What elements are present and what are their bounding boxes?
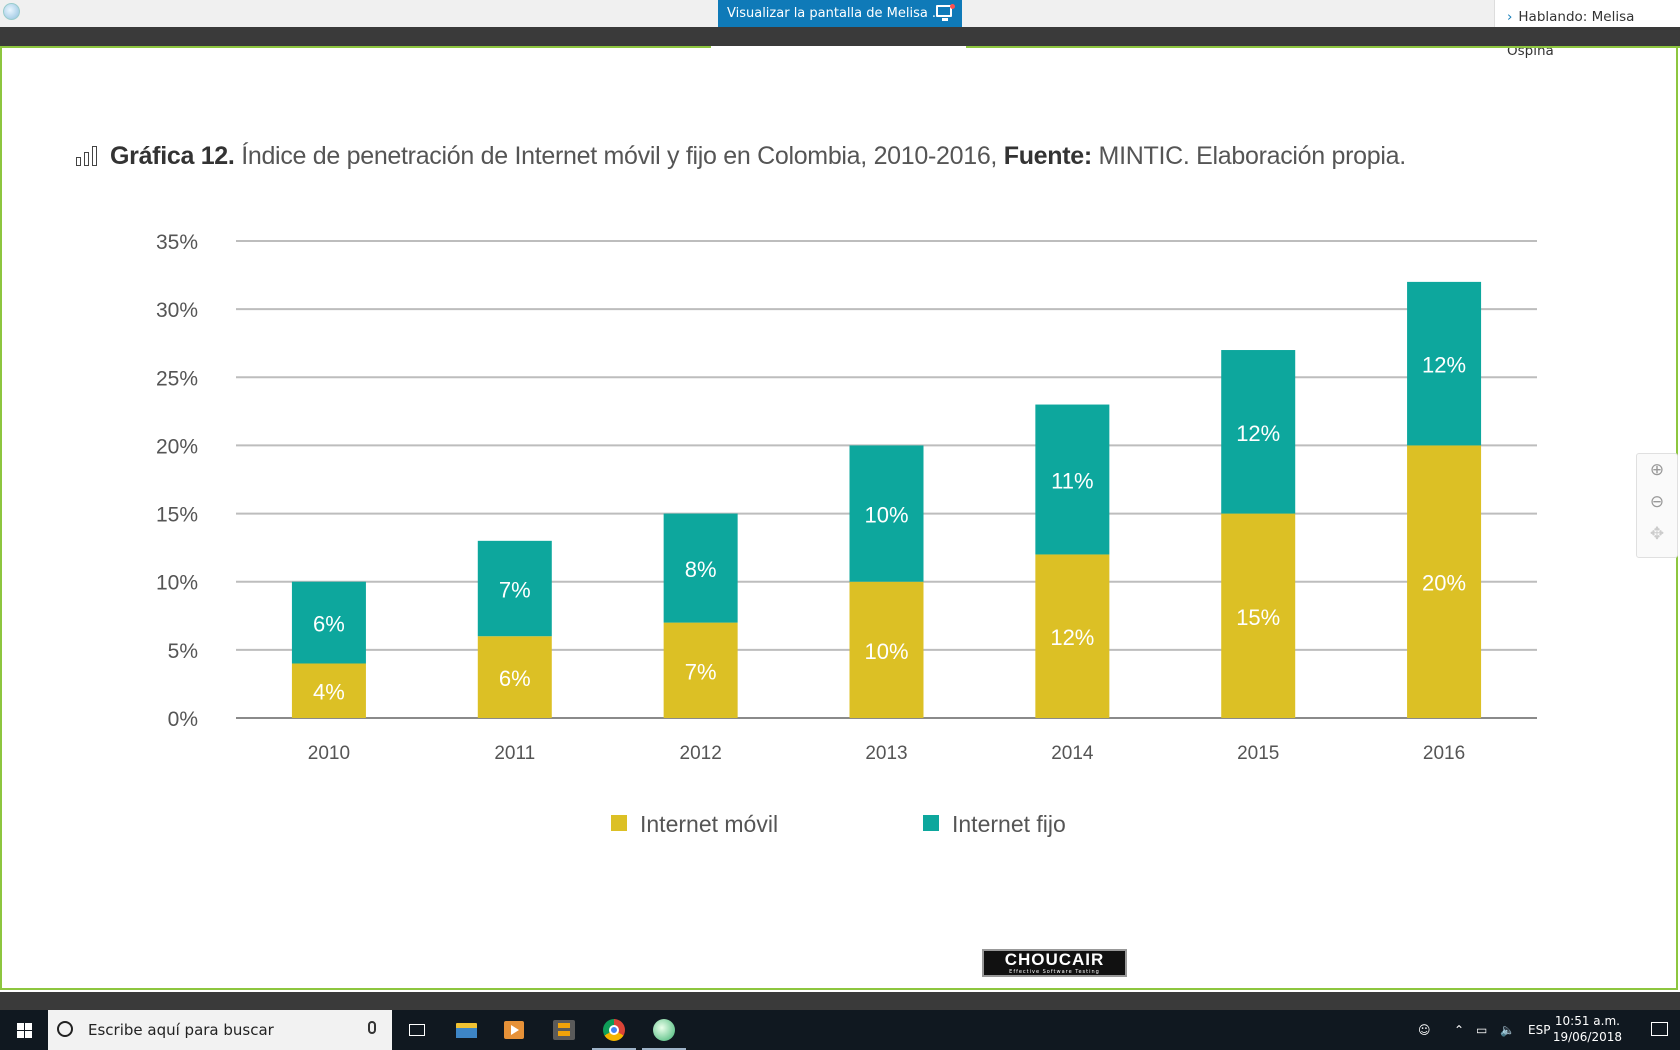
bar-segment-fijo xyxy=(1221,350,1296,514)
screen-share-label: Visualizar la pantalla de Melisa ... xyxy=(727,6,945,21)
recording-dot-icon xyxy=(950,4,955,9)
legend-label: Internet fijo xyxy=(952,811,1066,837)
tray-expand-icon[interactable]: ⌃ xyxy=(1454,1023,1465,1037)
data-label: 6% xyxy=(499,666,531,691)
y-tick-label: 15% xyxy=(156,504,198,527)
file-explorer-icon[interactable] xyxy=(452,1016,480,1044)
bar-segment-movil xyxy=(477,636,552,718)
data-label: 11% xyxy=(1051,469,1093,494)
bar-segment-movil xyxy=(849,581,924,718)
data-label: 15% xyxy=(1236,605,1280,630)
title-source: MINTIC. Elaboración propia. xyxy=(1091,142,1407,170)
viewer-header-bar xyxy=(0,27,1680,46)
network-icon[interactable]: ▭ xyxy=(1476,1023,1488,1037)
x-tick-label: 2012 xyxy=(680,743,722,764)
choucair-logo: CHOUCAIR Effective Software Testing xyxy=(982,949,1127,977)
clock-date: 19/06/2018 xyxy=(1552,1030,1622,1044)
zoom-in-icon[interactable]: ⊕ xyxy=(1649,460,1665,480)
meeting-app-icon[interactable] xyxy=(642,1016,686,1050)
data-label: 10% xyxy=(864,639,908,664)
data-label: 12% xyxy=(1422,353,1466,378)
media-player-icon[interactable] xyxy=(500,1016,528,1044)
frame-top-border-right xyxy=(966,46,1680,48)
bar-segment-movil xyxy=(663,622,738,718)
y-tick-label: 10% xyxy=(156,572,198,595)
windows-start-icon[interactable] xyxy=(0,1010,48,1050)
title-source-label: Fuente: xyxy=(1003,142,1092,170)
x-tick-label: 2015 xyxy=(1237,743,1279,764)
bar-segment-fijo xyxy=(291,581,366,664)
stacked-bar-chart: 0% 5% 10% 15% 20% 25% 30% 35% 4% 6% 2010 6% 7% 2011 7%… xyxy=(156,231,1537,837)
y-tick-label: 25% xyxy=(156,367,198,390)
data-label: 20% xyxy=(1422,571,1466,596)
volume-icon[interactable]: 🔈 xyxy=(1500,1023,1515,1037)
frame-top-border-left xyxy=(0,46,711,48)
chart-title: Gráfica 12. Índice de penetración de Int… xyxy=(76,142,1406,171)
y-tick-label: 5% xyxy=(168,640,198,663)
bar-segment-movil xyxy=(1035,554,1110,718)
zoom-out-icon[interactable]: ⊖ xyxy=(1649,492,1665,512)
data-label: 6% xyxy=(313,612,345,637)
viewer-footer-bar xyxy=(0,992,1680,1010)
data-label: 12% xyxy=(1050,625,1094,650)
bar-segment-fijo xyxy=(1407,281,1482,446)
data-label: 10% xyxy=(864,503,908,528)
x-tick-label: 2013 xyxy=(865,743,907,764)
taskbar-search-input[interactable]: Escribe aquí para buscar xyxy=(48,1010,392,1050)
x-tick-label: 2014 xyxy=(1051,743,1094,764)
microphone-icon[interactable] xyxy=(368,1021,376,1034)
bar-segment-movil xyxy=(1221,513,1296,718)
y-tick-label: 30% xyxy=(156,299,198,322)
data-label: 4% xyxy=(313,680,345,705)
clock-time: 10:51 a.m. xyxy=(1554,1014,1620,1028)
task-view-icon[interactable] xyxy=(404,1016,432,1044)
data-label: 7% xyxy=(685,659,717,684)
legend-swatch xyxy=(923,815,939,831)
bar-segment-fijo xyxy=(477,540,552,637)
legend-label: Internet móvil xyxy=(640,811,778,837)
taskbar-clock[interactable]: 10:51 a.m. 19/06/2018 xyxy=(1553,1013,1622,1045)
bar-segment-movil xyxy=(1407,445,1482,718)
x-tick-label: 2011 xyxy=(494,743,535,764)
search-placeholder: Escribe aquí para buscar xyxy=(88,1021,274,1039)
legend-swatch xyxy=(611,815,627,831)
windows-taskbar: Escribe aquí para buscar ☺ ⌃ ▭ 🔈 ESP 10:… xyxy=(0,1010,1680,1050)
data-label: 7% xyxy=(499,578,531,603)
logo-main-text: CHOUCAIR xyxy=(1004,950,1105,969)
app-icon[interactable] xyxy=(3,3,20,20)
screen-share-tab[interactable]: Visualizar la pantalla de Melisa ... xyxy=(718,0,962,27)
x-tick-label: 2010 xyxy=(308,743,350,764)
data-label: 12% xyxy=(1236,421,1280,446)
y-tick-label: 20% xyxy=(156,435,198,458)
people-icon[interactable]: ☺ xyxy=(1418,1023,1431,1037)
chrome-icon[interactable] xyxy=(592,1016,636,1050)
y-tick-label: 0% xyxy=(168,708,198,731)
bar-segment-movil xyxy=(291,663,366,718)
bar-segment-fijo xyxy=(663,513,738,623)
screen-share-icon[interactable] xyxy=(936,5,952,21)
sublime-text-icon[interactable] xyxy=(550,1016,578,1044)
input-language[interactable]: ESP xyxy=(1528,1023,1551,1037)
data-label: 8% xyxy=(685,557,717,582)
bar-chart-icon xyxy=(76,144,102,166)
cortana-icon[interactable] xyxy=(57,1021,73,1037)
title-figure-number: Gráfica 12. xyxy=(110,142,235,170)
y-tick-label: 35% xyxy=(156,231,198,254)
chevron-right-icon: › xyxy=(1507,9,1513,25)
bar-segment-fijo xyxy=(1035,404,1110,555)
notifications-icon[interactable] xyxy=(1651,1022,1668,1036)
move-icon[interactable]: ✥ xyxy=(1649,524,1665,544)
logo-tagline: Effective Software Testing xyxy=(1009,969,1100,975)
zoom-controls: ⊕ ⊖ ✥ xyxy=(1636,453,1678,558)
title-description: Índice de penetración de Internet móvil … xyxy=(234,142,1004,170)
bar-segment-fijo xyxy=(849,445,924,582)
x-tick-label: 2016 xyxy=(1423,743,1465,764)
